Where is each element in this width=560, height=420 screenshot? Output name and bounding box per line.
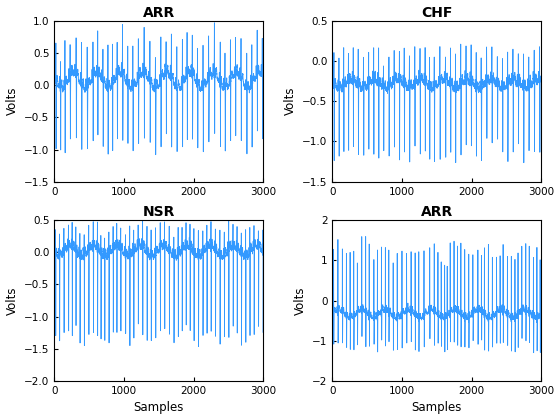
- Title: ARR: ARR: [143, 5, 175, 20]
- Title: CHF: CHF: [421, 5, 452, 20]
- Y-axis label: Volts: Volts: [6, 87, 18, 116]
- Y-axis label: Volts: Volts: [293, 286, 306, 315]
- Title: ARR: ARR: [421, 205, 453, 219]
- X-axis label: Samples: Samples: [134, 402, 184, 415]
- Y-axis label: Volts: Volts: [283, 87, 296, 116]
- Title: NSR: NSR: [143, 205, 175, 219]
- X-axis label: Samples: Samples: [412, 402, 462, 415]
- Y-axis label: Volts: Volts: [6, 286, 18, 315]
